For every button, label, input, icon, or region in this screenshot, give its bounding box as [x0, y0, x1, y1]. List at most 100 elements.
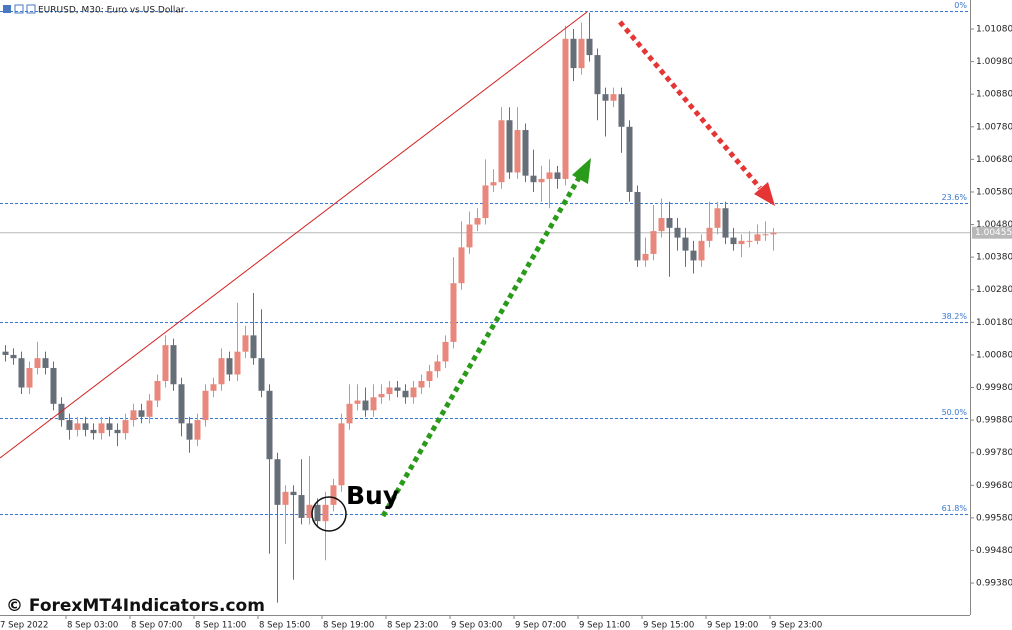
- candle-body: [178, 384, 185, 424]
- candle-body: [306, 504, 313, 518]
- buy-label: Buy: [346, 481, 399, 510]
- candle-body: [322, 504, 329, 522]
- candle-body: [738, 240, 745, 245]
- candle-body: [242, 335, 249, 352]
- candle-body: [666, 218, 673, 228]
- candle-body: [210, 384, 217, 391]
- candle-body: [762, 234, 769, 236]
- candle-body: [218, 358, 225, 385]
- x-tick-label: 9 Sep 23:00: [771, 621, 822, 630]
- candle-body: [330, 485, 337, 505]
- x-tick-label: 7 Sep 2022: [0, 621, 48, 630]
- candle-body: [754, 234, 761, 241]
- candle-body: [722, 208, 729, 238]
- up-arrow-head: [572, 158, 591, 184]
- candle-body: [706, 227, 713, 241]
- x-tick-label: 8 Sep 11:00: [195, 621, 246, 630]
- candle-body: [602, 94, 609, 101]
- candle-body: [162, 345, 169, 381]
- candle-body: [154, 380, 161, 401]
- y-tick-label: 1.00580: [976, 187, 1012, 197]
- candle-body: [186, 423, 193, 440]
- candle-body: [442, 341, 449, 362]
- candle-body: [626, 126, 633, 192]
- candle-body: [82, 423, 89, 430]
- candle-body: [746, 240, 753, 242]
- candle-body: [506, 120, 513, 173]
- candle-body: [346, 403, 353, 424]
- fib-label: 38.2%: [942, 312, 968, 321]
- down-arrow-head: [754, 182, 775, 206]
- candle-body: [122, 420, 129, 434]
- candle-body: [714, 208, 721, 228]
- candle-body: [314, 504, 321, 522]
- candle-body: [578, 38, 585, 69]
- y-tick-label: 1.00680: [976, 155, 1012, 165]
- candle-body: [466, 224, 473, 248]
- y-tick-label: 1.00880: [976, 90, 1012, 100]
- y-tick-label: 1.00380: [976, 253, 1012, 263]
- candle-body: [146, 400, 153, 417]
- candle-body: [354, 400, 361, 404]
- candle-body: [194, 420, 201, 440]
- candle-body: [18, 358, 25, 388]
- fib-label: 61.8%: [942, 504, 968, 513]
- candle-body: [50, 367, 57, 404]
- candle-body: [474, 218, 481, 225]
- candle-body: [386, 387, 393, 395]
- fib-label: 23.6%: [942, 193, 968, 202]
- up-arrow-line: [380, 174, 583, 518]
- candle-body: [554, 172, 561, 179]
- candle-body: [338, 423, 345, 486]
- candle-body: [42, 358, 49, 368]
- candle-body: [74, 423, 81, 430]
- candle-body: [266, 390, 273, 460]
- y-tick-label: 0.99980: [976, 383, 1012, 393]
- candle-body: [26, 367, 33, 388]
- candle-body: [90, 429, 97, 434]
- candle-body: [378, 394, 385, 398]
- candle-body: [10, 354, 17, 359]
- buy-circle: [311, 496, 347, 532]
- candle-body: [538, 178, 545, 183]
- y-tick-label: 1.01080: [976, 25, 1012, 35]
- candle-body: [594, 55, 601, 95]
- candle-body: [418, 380, 425, 388]
- trend-line: [0, 11, 588, 459]
- candle-body: [650, 231, 657, 254]
- candle-body: [34, 358, 41, 368]
- x-tick-label: 9 Sep 11:00: [579, 621, 630, 630]
- icon: [14, 4, 24, 14]
- candle-body: [66, 420, 73, 430]
- y-tick-label: 0.99880: [976, 416, 1012, 426]
- candle-body: [58, 403, 65, 421]
- candle-body: [490, 182, 497, 186]
- candle-body: [674, 227, 681, 238]
- candle-body: [170, 345, 177, 385]
- candle-body: [522, 130, 529, 176]
- y-tick-label: 0.99680: [976, 481, 1012, 491]
- y-tick-label: 1.00080: [976, 350, 1012, 360]
- candle-body: [394, 387, 401, 391]
- candle-body: [730, 237, 737, 245]
- x-tick-label: 9 Sep 03:00: [451, 621, 502, 630]
- candle-body: [290, 491, 297, 496]
- y-tick-label: 1.00480: [976, 220, 1012, 230]
- x-tick-label: 8 Sep 23:00: [387, 621, 438, 630]
- y-tick-label: 1.00980: [976, 57, 1012, 67]
- chart-title: EURUSD, M30: Euro vs US Dollar: [38, 6, 185, 16]
- candle-body: [586, 38, 593, 56]
- candle-body: [434, 361, 441, 372]
- y-tick-label: 1.00780: [976, 122, 1012, 132]
- candle-body: [202, 390, 209, 421]
- candle-body: [410, 387, 417, 398]
- candle-body: [370, 397, 377, 411]
- candle-body: [226, 358, 233, 375]
- y-tick-label: 1.00280: [976, 285, 1012, 295]
- candle-body: [498, 120, 505, 183]
- x-tick-label: 9 Sep 07:00: [515, 621, 566, 630]
- candle-body: [274, 459, 281, 505]
- candle-body: [610, 94, 617, 101]
- x-tick-label: 8 Sep 07:00: [131, 621, 182, 630]
